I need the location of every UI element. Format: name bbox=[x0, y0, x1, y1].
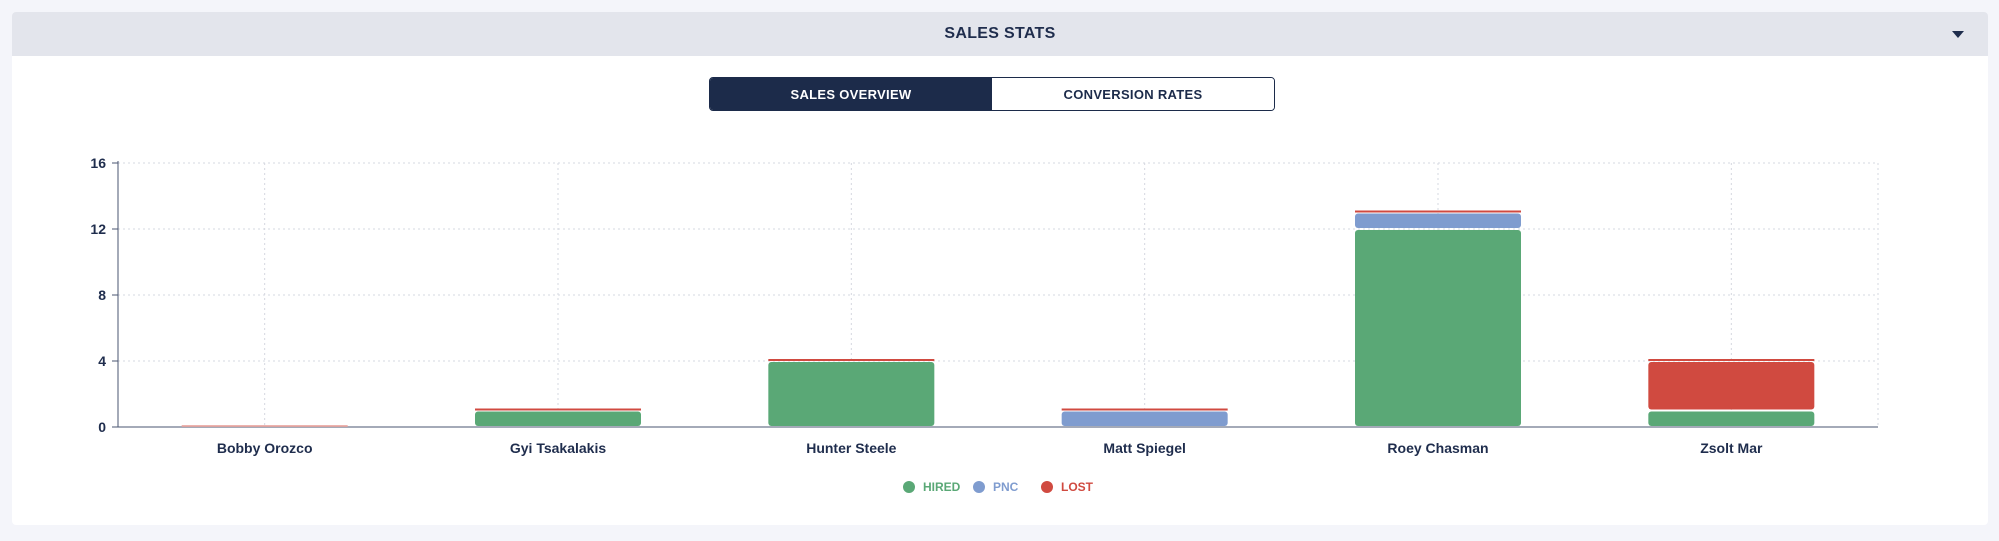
bar-top-cap bbox=[1648, 359, 1815, 361]
x-category-label: Bobby Orozco bbox=[217, 440, 313, 456]
x-category-label: Hunter Steele bbox=[806, 440, 896, 456]
legend-marker-pnc bbox=[973, 481, 985, 493]
bar-hired bbox=[1355, 230, 1521, 426]
bar-top-cap bbox=[181, 425, 348, 427]
bar-top-cap bbox=[475, 408, 641, 411]
x-category-label: Matt Spiegel bbox=[1103, 440, 1185, 456]
legend-label-pnc: PNC bbox=[993, 480, 1019, 494]
x-category-label: Roey Chasman bbox=[1387, 440, 1488, 456]
bar-pnc bbox=[1061, 411, 1228, 426]
bar-hired bbox=[768, 362, 935, 426]
tab-conversion-rates[interactable]: CONVERSION RATES bbox=[992, 78, 1274, 110]
panel-header[interactable]: SALES STATS bbox=[12, 12, 1988, 56]
legend-label-lost: LOST bbox=[1061, 480, 1094, 494]
x-category-label: Zsolt Mar bbox=[1700, 440, 1763, 456]
bar-hired bbox=[1648, 411, 1815, 426]
tab-sales-overview[interactable]: SALES OVERVIEW bbox=[710, 78, 992, 110]
y-tick-label: 16 bbox=[90, 155, 106, 171]
bar-top-cap bbox=[768, 359, 935, 361]
legend-marker-hired bbox=[903, 481, 915, 493]
panel-title: SALES STATS bbox=[944, 25, 1056, 42]
legend-marker-lost bbox=[1041, 481, 1053, 493]
view-toggle: SALES OVERVIEW CONVERSION RATES bbox=[709, 77, 1275, 111]
caret-down-icon[interactable] bbox=[1946, 12, 1970, 56]
bar-top-cap bbox=[1355, 210, 1521, 213]
y-tick-label: 0 bbox=[98, 419, 106, 435]
bar-pnc bbox=[1355, 213, 1521, 228]
x-category-label: Gyi Tsakalakis bbox=[510, 440, 606, 456]
y-tick-label: 8 bbox=[98, 287, 106, 303]
bar-hired bbox=[475, 411, 641, 426]
bar-lost bbox=[1648, 362, 1815, 410]
y-tick-label: 12 bbox=[90, 221, 106, 237]
legend-label-hired: HIRED bbox=[923, 480, 961, 494]
bar-top-cap bbox=[1061, 408, 1228, 411]
y-tick-label: 4 bbox=[98, 353, 106, 369]
